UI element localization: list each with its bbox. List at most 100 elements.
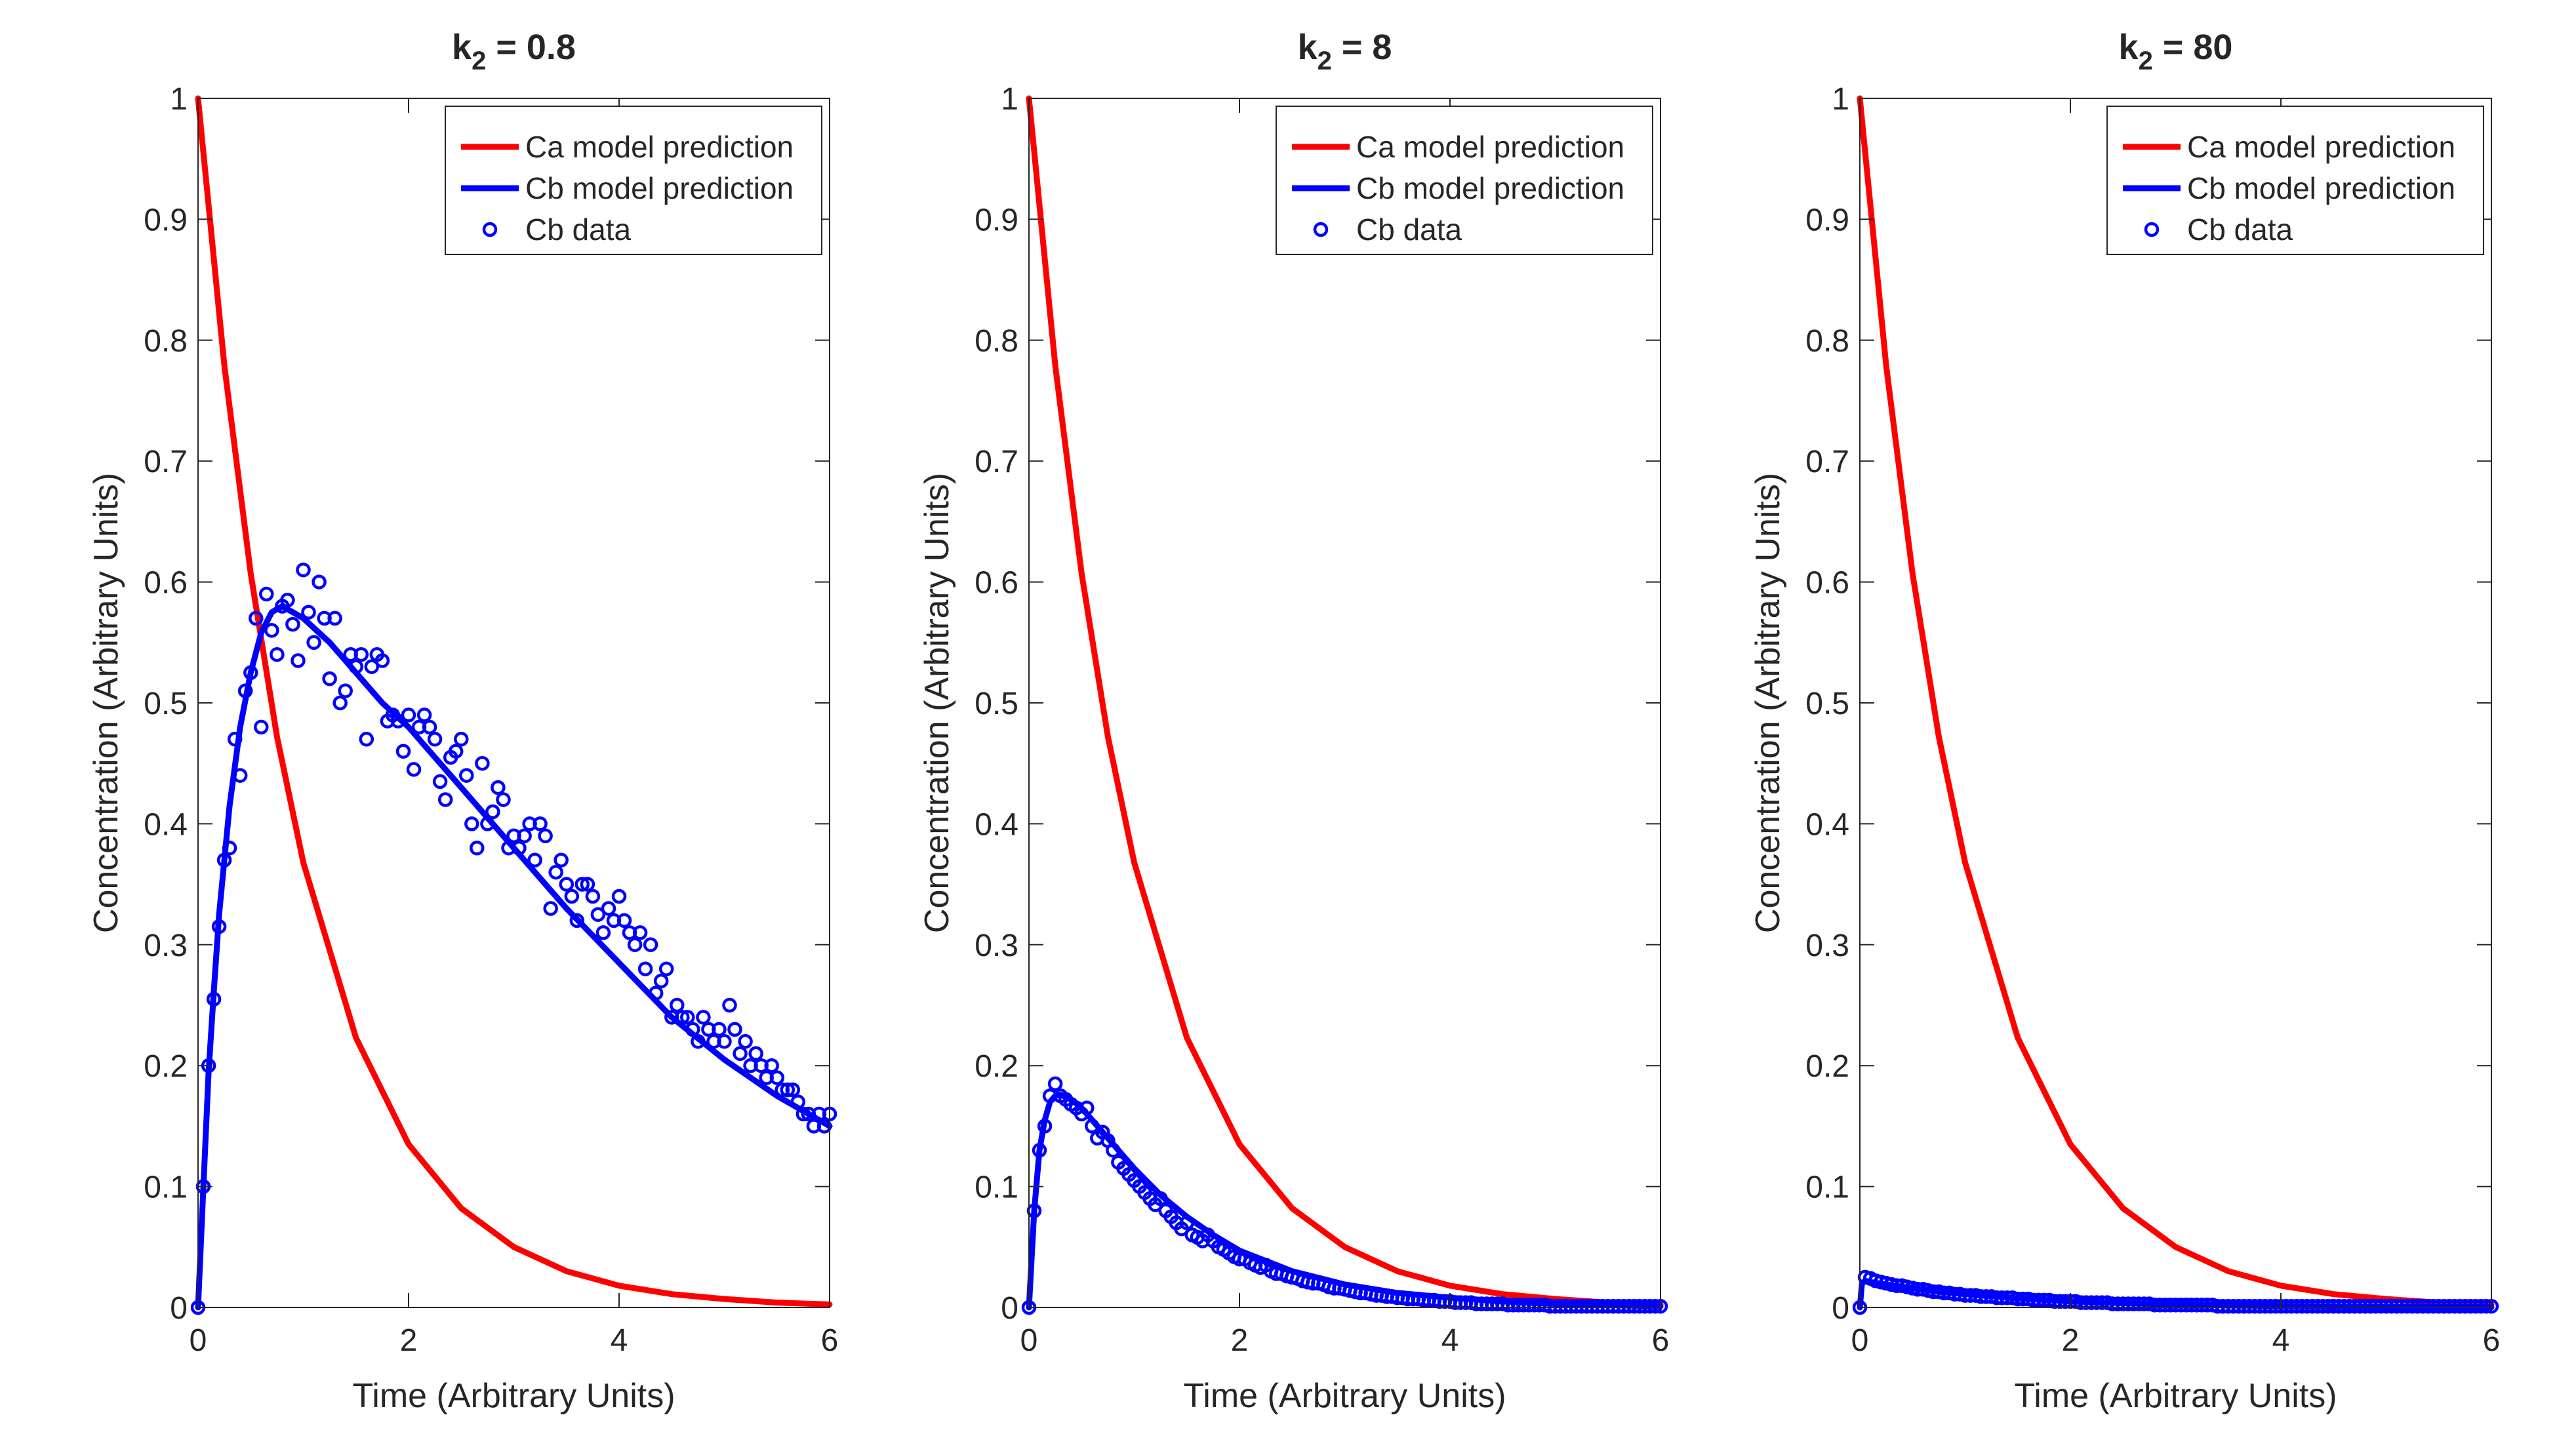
cb-data-point (264, 623, 279, 638)
y-tick-label: 0.4 (1805, 807, 1849, 842)
subplot-2: 0 2 4 6 0 0.1 0.2 0.3 0.4 0.5 0.6 0.7 0.8 0.9 1 Time (A… (918, 28, 1669, 1415)
cb-data-point (448, 744, 464, 759)
title-rest: = 8 (1332, 28, 1392, 67)
cb-data-point (437, 792, 453, 807)
x-tick-label: 4 (1441, 1323, 1459, 1358)
y-tick-label: 0.7 (1805, 445, 1849, 479)
cb-data-point (237, 683, 253, 698)
cb-data-point (206, 991, 222, 1007)
cb-data-point (485, 804, 500, 820)
cb-data-point (1037, 1119, 1053, 1134)
cb-data-point (559, 877, 574, 892)
legend-box (445, 106, 822, 255)
y-axis-label: Concentration (Arbitrary Units) (1749, 473, 1787, 933)
cb-data-point (658, 961, 674, 976)
cb-model-prediction-line (195, 603, 833, 1311)
y-tick-label: 0.2 (975, 1049, 1018, 1084)
cb-data-point (270, 647, 285, 662)
cb-data-point (475, 755, 490, 771)
cb-data-point (232, 768, 248, 783)
cb-data-point (1153, 1191, 1168, 1206)
title-subscript: 2 (1318, 47, 1332, 75)
y-tick-label: 0.4 (144, 807, 188, 842)
cb-data-point (422, 719, 437, 735)
ca-model-prediction-line (1026, 95, 1664, 1307)
x-tick-label: 4 (2272, 1323, 2290, 1358)
legend-label: Cb data (2187, 212, 2293, 247)
y-tick-label: 0.5 (144, 687, 188, 721)
legend-label: Ca model prediction (525, 130, 794, 164)
cb-data-point (512, 841, 527, 856)
y-tick-label: 0.8 (1805, 324, 1849, 359)
x-tick-label: 6 (821, 1323, 839, 1358)
cb-data-point (301, 605, 316, 620)
y-tick-label: 0.8 (144, 324, 188, 359)
legend-label: Ca model prediction (2187, 130, 2455, 164)
legend-swatch-marker (2144, 222, 2160, 237)
y-tick-label: 0 (1001, 1291, 1018, 1326)
y-tick-label: 0.1 (975, 1170, 1018, 1205)
cb-data-point (211, 919, 227, 934)
cb-data-point (348, 659, 364, 674)
legend-label: Cb data (525, 212, 632, 247)
title-symbol: k (1298, 28, 1318, 67)
cb-data-point (491, 780, 506, 795)
cb-data-point (553, 852, 569, 867)
y-tick-label: 0.9 (1805, 203, 1849, 237)
cb-data-point (517, 828, 532, 844)
cb-data-point (1179, 1215, 1195, 1231)
ca-model-prediction-line (195, 95, 833, 1307)
x-tick-label: 2 (400, 1323, 418, 1358)
x-tick-label: 0 (1851, 1323, 1869, 1358)
x-axis-label: Time (Arbitrary Units) (2014, 1377, 2337, 1415)
cb-data-point (738, 1034, 753, 1049)
y-tick-label: 0.6 (1805, 566, 1849, 601)
cb-data-point (680, 1010, 695, 1025)
title-rest: = 80 (2153, 28, 2233, 67)
cb-data-point (601, 901, 616, 916)
y-tick-label: 0.2 (144, 1049, 188, 1084)
y-axis-label: Concentration (Arbitrary Units) (87, 473, 125, 933)
x-tick-label: 4 (611, 1323, 628, 1358)
legend-swatch-marker (1313, 222, 1329, 237)
cb-data-point (527, 852, 542, 867)
cb-data-point (459, 768, 474, 783)
cb-data-point (795, 1106, 811, 1122)
legend-label: Cb model prediction (2187, 171, 2455, 205)
y-tick-label: 0.5 (1805, 687, 1849, 721)
cb-data-point (595, 925, 611, 940)
cb-data-point (280, 593, 295, 608)
title-symbol: k (452, 28, 472, 67)
legend-label: Cb model prediction (525, 171, 794, 205)
cb-data-point (454, 732, 469, 747)
legend-box (1276, 106, 1653, 255)
cb-data-point (543, 901, 558, 916)
cb-data-point (259, 586, 274, 602)
plot-area (1860, 98, 2491, 1307)
cb-data-point (785, 1082, 801, 1098)
cb-data-point (564, 888, 580, 904)
y-tick-label: 0.1 (1805, 1170, 1849, 1205)
cb-data-markers (1021, 1076, 1668, 1315)
cb-data-point (616, 913, 632, 928)
y-axis-label: Concentration (Arbitrary Units) (918, 473, 956, 933)
cb-data-point (538, 828, 553, 844)
y-tick-label: 0.2 (1805, 1049, 1849, 1084)
y-tick-label: 0.5 (975, 687, 1018, 721)
cb-data-point (696, 1010, 711, 1025)
x-tick-label: 6 (2483, 1323, 2501, 1358)
cb-data-point (1079, 1100, 1095, 1115)
cb-data-point (254, 719, 269, 735)
cb-data-point (590, 907, 606, 922)
cb-data-point (406, 762, 422, 777)
plot-area (198, 98, 830, 1307)
cb-data-point (764, 1058, 779, 1073)
cb-data-point (548, 864, 563, 880)
legend-label: Cb model prediction (1356, 171, 1624, 205)
cb-data-point (569, 913, 585, 928)
cb-data-point (574, 877, 590, 892)
cb-data-point (780, 1082, 795, 1098)
cb-data-point (727, 1022, 742, 1037)
cb-data-point (670, 997, 685, 1013)
